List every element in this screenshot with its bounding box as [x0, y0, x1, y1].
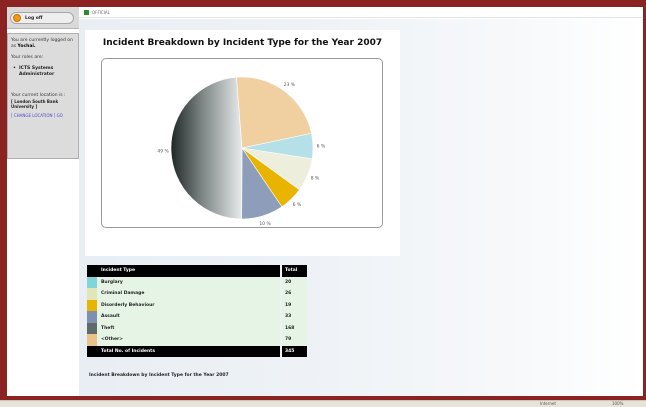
- location-name: [ London South Bank University ]: [11, 99, 59, 109]
- legend-swatch: [87, 288, 97, 300]
- pie-slice-label: 6 %: [293, 202, 302, 208]
- breadcrumb: OFFICIAL: [92, 9, 110, 15]
- legend-swatch: [87, 322, 97, 334]
- user-info-panel: You are currently logged on as Yochai. Y…: [7, 33, 79, 159]
- chart-caption: Incident Breakdown by Incident Type for …: [89, 373, 229, 378]
- chart-title: Incident Breakdown by Incident Type for …: [102, 38, 383, 48]
- pie-chart: 6 % 8 % 6 % 10 % 49 % 23 %: [157, 76, 326, 227]
- pie-slice-label: 49 %: [157, 148, 169, 154]
- incident-total-cell: 19: [282, 299, 307, 311]
- pie-slice-label: 10 %: [259, 221, 271, 227]
- incident-total-cell: 20: [282, 276, 307, 288]
- window-frame-top: [0, 0, 646, 7]
- table-row: <Other> 79: [87, 334, 312, 346]
- incident-type-cell: Criminal Damage: [97, 288, 280, 300]
- logged-in-text: You are currently logged on as Yochai.: [11, 38, 73, 49]
- leaf-icon: [84, 10, 89, 15]
- page-header: [79, 7, 642, 18]
- table-row: Disorderly Behaviour 19: [87, 299, 312, 311]
- pie-slice-label: 6 %: [317, 143, 326, 149]
- incident-total-cell: 168: [282, 322, 307, 334]
- sidebar: Log off You are currently logged on as Y…: [7, 7, 79, 396]
- status-zone: Internet: [540, 401, 556, 406]
- legend-swatch: [87, 334, 97, 346]
- window-frame-bottom: [0, 396, 646, 400]
- power-icon: [13, 14, 21, 22]
- logoff-bar: Log off: [7, 7, 79, 29]
- window-frame-left: [0, 0, 7, 400]
- status-bar: [0, 400, 646, 407]
- table-footer-row: Total No. of Incidents 345: [87, 345, 312, 357]
- table-row: Theft 168: [87, 322, 312, 334]
- user-name: Yochai.: [17, 44, 36, 49]
- legend-swatch: [87, 299, 97, 311]
- incident-type-cell: Disorderly Behaviour: [97, 299, 280, 311]
- footer-total: 345: [282, 345, 307, 357]
- incident-type-cell: Theft: [97, 322, 280, 334]
- legend-swatch: [87, 311, 97, 323]
- status-zoom: 100%: [612, 401, 624, 406]
- pie-slice: [170, 76, 243, 220]
- incident-type-cell: Assault: [97, 311, 280, 323]
- footer-label: Total No. of Incidents: [97, 345, 280, 357]
- pie-slice-label: 8 %: [311, 176, 320, 182]
- table-header-row: Incident Type Total: [87, 265, 312, 277]
- table-row: Criminal Damage 26: [87, 288, 312, 300]
- header-incident-type: Incident Type: [97, 265, 280, 277]
- incident-type-cell: Burglary: [97, 276, 280, 288]
- role-item: ICTS Systems Administrator: [11, 66, 75, 78]
- incident-table: Incident Type Total Burglary 20 Criminal D…: [87, 265, 312, 357]
- location-label: Your current location is :: [11, 93, 66, 98]
- pie-slice: [236, 76, 312, 149]
- incident-total-cell: 79: [282, 334, 307, 346]
- logoff-label: Log off: [25, 15, 43, 21]
- change-location-link[interactable]: [ CHANGE LOCATION ] GO: [11, 113, 63, 118]
- pie-slice-label: 23 %: [284, 82, 296, 88]
- logoff-button[interactable]: Log off: [10, 12, 74, 24]
- table-row: Burglary 20: [87, 276, 312, 288]
- roles-label: Your roles are:: [11, 55, 44, 60]
- legend-swatch: [87, 276, 97, 288]
- incident-total-cell: 33: [282, 311, 307, 323]
- window-frame-right: [643, 0, 646, 400]
- table-row: Assault 33: [87, 311, 312, 323]
- header-total: Total: [282, 265, 307, 277]
- incident-type-cell: <Other>: [97, 334, 280, 346]
- incident-total-cell: 26: [282, 288, 307, 300]
